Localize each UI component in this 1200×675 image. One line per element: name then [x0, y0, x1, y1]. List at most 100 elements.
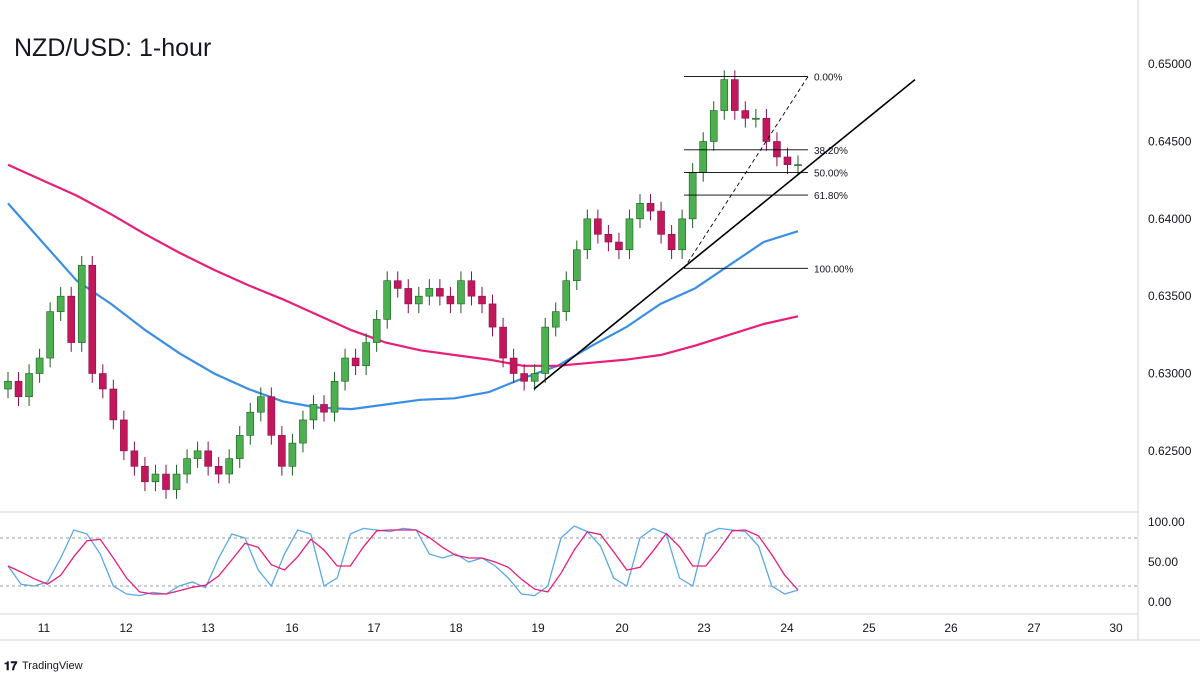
price-tick-label: 0.63000 — [1148, 367, 1192, 381]
candle-body — [130, 450, 139, 467]
candle-body — [56, 295, 65, 312]
candle-body — [267, 396, 276, 436]
time-tick-label: 16 — [285, 621, 299, 635]
candle-body — [530, 373, 539, 382]
candle-body — [120, 419, 128, 452]
candle-body — [436, 288, 444, 297]
candle-body — [615, 241, 623, 251]
candle-body — [572, 249, 581, 282]
candle-body — [625, 218, 634, 251]
candle-body — [309, 404, 318, 421]
candle-body — [214, 466, 223, 475]
candle-body — [583, 218, 592, 251]
candle-body — [109, 388, 118, 421]
candle-body — [141, 466, 149, 483]
tradingview-logo: 𝟏𝟕 TradingView — [4, 659, 83, 673]
price-tick-label: 0.62500 — [1148, 444, 1192, 458]
price-tick-label: 0.65000 — [1148, 57, 1192, 71]
candle-body — [393, 280, 402, 289]
fibonacci-retracement: 0.00% 38.20% 50.00% 61.80% 100.00% — [683, 73, 854, 275]
candle-body — [730, 79, 739, 111]
oscillator-tick-label: 0.00 — [1148, 595, 1172, 609]
fib-level-label: 38.20% — [814, 146, 848, 157]
candle-body — [320, 404, 328, 413]
candle-body — [425, 288, 434, 297]
time-tick-label: 23 — [697, 621, 711, 635]
time-tick-label: 25 — [862, 621, 876, 635]
fib-level-label: 0.00% — [814, 73, 842, 84]
candle-body — [404, 288, 413, 305]
candle-body — [783, 156, 792, 165]
candle-body — [667, 233, 676, 251]
tradingview-logo-icon: 𝟏𝟕 — [4, 659, 18, 673]
time-tick-label: 26 — [944, 621, 958, 635]
candle-body — [67, 295, 75, 343]
stoch-d-line — [7, 529, 799, 595]
candle-body — [678, 218, 686, 251]
stochastic-oscillator — [0, 525, 1138, 597]
candle-body — [383, 280, 392, 320]
oscillator-tick-label: 50.00 — [1148, 555, 1178, 569]
candle-body — [341, 357, 349, 382]
candle-body — [151, 473, 160, 483]
candle-body — [299, 419, 307, 444]
candle-body — [35, 357, 44, 374]
candle-body — [351, 357, 360, 367]
candle-body — [562, 280, 571, 312]
candle-body — [699, 141, 708, 173]
moving-average-line — [7, 163, 799, 367]
candle-body — [288, 442, 297, 467]
time-tick-label: 18 — [449, 621, 463, 635]
time-tick-label: 11 — [38, 621, 51, 635]
candle-body — [172, 473, 181, 490]
candle-body — [246, 411, 255, 436]
time-tick-label: 17 — [367, 621, 381, 635]
candle-body — [235, 435, 244, 459]
price-tick-label: 0.64500 — [1148, 134, 1192, 148]
candle-body — [594, 218, 602, 235]
candle-body — [509, 357, 518, 374]
candle-body — [467, 280, 476, 297]
candle-body — [688, 172, 697, 220]
candle-body — [657, 210, 665, 235]
candle-body — [551, 311, 560, 328]
brand-name: TradingView — [22, 660, 83, 672]
candle-body — [162, 473, 170, 490]
candle-body — [330, 380, 339, 413]
fib-level-label: 61.80% — [814, 191, 848, 202]
candle-body — [752, 117, 760, 120]
candle-body — [204, 450, 212, 467]
candle-body — [46, 311, 54, 359]
trendline-line — [533, 78, 916, 390]
candle-body — [362, 342, 370, 367]
time-tick-label: 19 — [531, 621, 545, 635]
candle-body — [414, 295, 423, 305]
candle-body — [183, 458, 191, 475]
candle-body — [4, 380, 12, 390]
candle-body — [499, 326, 507, 359]
candles — [4, 70, 802, 499]
candle-body — [762, 117, 771, 142]
candle-body — [446, 295, 455, 305]
candle-body — [773, 141, 781, 158]
fib-level-label: 50.00% — [814, 168, 848, 179]
candle-body — [636, 203, 644, 220]
candle-body — [193, 450, 202, 459]
time-tick-label: 24 — [780, 621, 794, 635]
candle-body — [88, 264, 97, 374]
moving-averages — [7, 163, 799, 411]
candle-body — [99, 373, 107, 390]
fib-diagonal — [683, 76, 809, 269]
oscillator-tick-label: 100.00 — [1148, 515, 1185, 529]
candle-body — [541, 326, 550, 374]
candle-body — [646, 203, 655, 212]
candle-body — [278, 435, 286, 467]
candle-body — [520, 373, 528, 382]
candle-body — [794, 164, 802, 166]
time-tick-label: 12 — [119, 621, 133, 635]
candle-body — [478, 295, 486, 305]
time-tick-label: 27 — [1027, 621, 1041, 635]
candle-body — [709, 110, 718, 142]
